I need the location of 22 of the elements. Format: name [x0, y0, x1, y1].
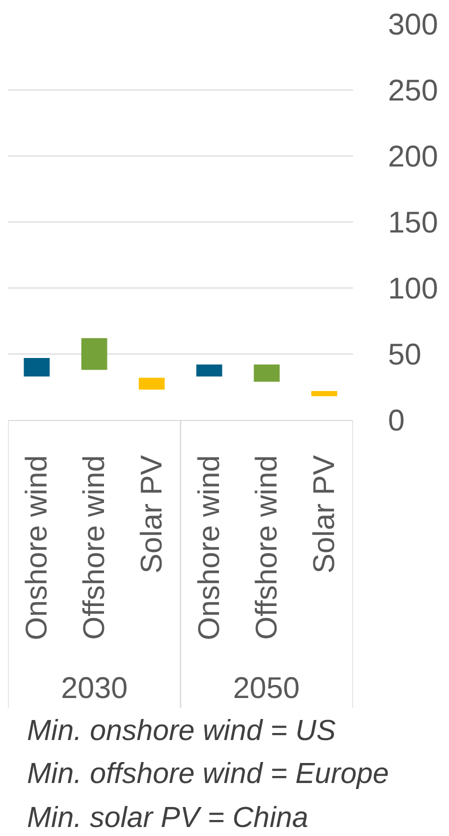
bar [24, 358, 50, 376]
x-tick-label: Offshore wind [78, 455, 111, 640]
y-tick-label: 100 [388, 272, 438, 306]
y-tick-label: 300 [388, 8, 438, 42]
x-tick-label: Offshore wind [250, 455, 284, 640]
x-tick-label: Solar PV [136, 455, 168, 574]
text: 2030 [61, 672, 128, 705]
y-tick-label: 50 [388, 338, 422, 372]
y-tick-label: 150 [388, 206, 438, 240]
bar [311, 390, 338, 396]
bar [138, 378, 165, 390]
text: 2050 [233, 672, 300, 705]
x-tick-label: Onshore wind [193, 455, 226, 640]
y-tick-label: 0 [388, 404, 405, 438]
x-tick-label: Solar PV [308, 455, 341, 574]
bar [254, 364, 280, 382]
x-tick-label: Onshore wind [20, 455, 54, 640]
bar [81, 338, 108, 370]
y-tick-label: 200 [388, 140, 438, 174]
y-tick-label: 250 [388, 74, 438, 108]
text: Min. onshore wind = US Min. offshore wind = Europe Min. solar PV = China [27, 715, 389, 834]
bar [196, 364, 222, 376]
